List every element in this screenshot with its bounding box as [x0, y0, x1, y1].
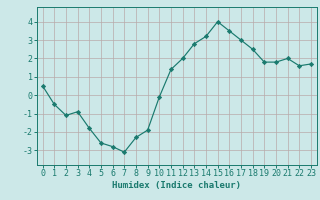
- X-axis label: Humidex (Indice chaleur): Humidex (Indice chaleur): [112, 181, 241, 190]
